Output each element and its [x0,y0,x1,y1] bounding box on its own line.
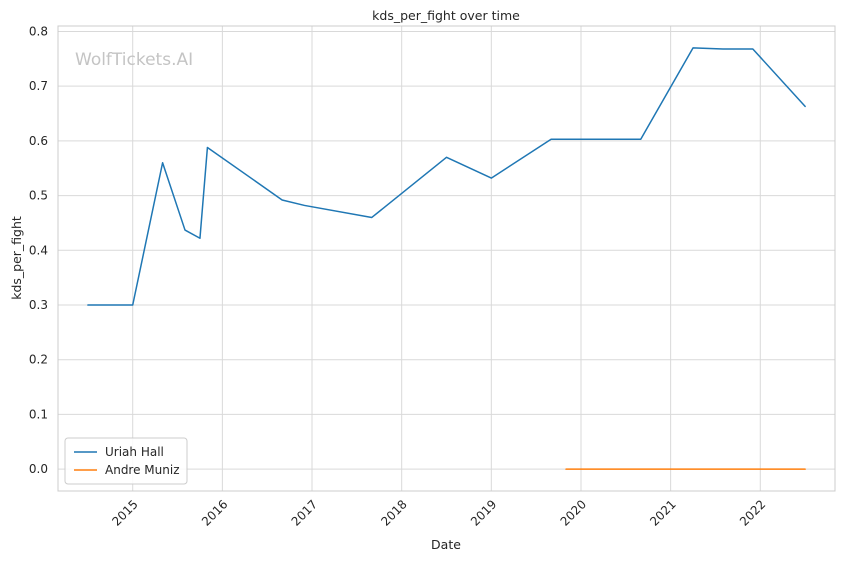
y-tick-labels: 0.0 0.1 0.2 0.3 0.4 0.5 0.6 0.7 0.8 [29,24,48,476]
legend-label-andre-muniz: Andre Muniz [105,463,180,477]
legend-box [64,437,188,485]
y-tick-label: 0.4 [29,243,48,257]
y-tick-label: 0.3 [29,298,48,312]
y-tick-label: 0.2 [29,353,48,367]
y-tick-label: 0.7 [29,79,48,93]
plot-frame [57,25,836,492]
chart-title: kds_per_fight over time [372,8,520,23]
x-axis-label: Date [431,537,461,552]
legend-label-uriah-hall: Uriah Hall [105,445,164,459]
series-line-uriah-hall [87,47,806,306]
series-layer [87,47,806,470]
y-tick-label: 0.6 [29,134,48,148]
y-axis-label: kds_per_fight [9,216,24,300]
y-tick-label: 0.5 [29,189,48,203]
y-tick-label: 0.8 [29,24,48,38]
legend: Uriah Hall Andre Muniz [64,437,188,485]
y-tick-label: 0.1 [29,407,48,421]
y-tick-label: 0.0 [29,462,48,476]
watermark: WolfTickets.AI [75,50,193,70]
x-grid [132,26,761,491]
